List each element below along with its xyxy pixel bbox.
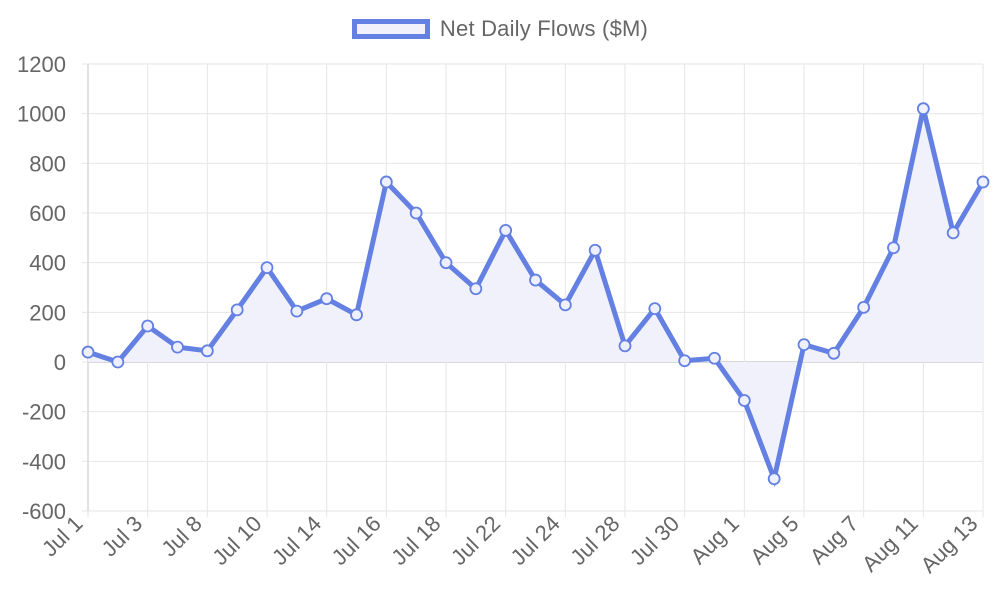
- data-point: [558, 298, 572, 312]
- y-tick-label: 600: [29, 201, 66, 226]
- data-point: [916, 102, 930, 116]
- data-point: [767, 472, 781, 486]
- x-tick-label: Aug 13: [916, 511, 983, 578]
- data-point: [230, 303, 244, 317]
- x-tick-label: Jul 30: [625, 511, 684, 570]
- data-point: [678, 354, 692, 368]
- data-point: [320, 292, 334, 306]
- data-point: [260, 261, 274, 275]
- data-point: [290, 304, 304, 318]
- legend-swatch: [351, 19, 430, 39]
- data-point: [887, 241, 900, 255]
- data-point: [618, 339, 632, 353]
- data-point: [946, 226, 960, 240]
- y-tick-label: -600: [22, 499, 66, 524]
- data-point: [857, 300, 871, 314]
- legend[interactable]: Net Daily Flows ($M): [0, 16, 1000, 42]
- data-point: [797, 338, 811, 352]
- data-point: [976, 175, 990, 189]
- x-tick-label: Aug 7: [805, 511, 863, 569]
- x-tick-label: Jul 24: [506, 511, 565, 570]
- data-point: [439, 256, 453, 270]
- x-tick-label: Jul 10: [207, 511, 266, 570]
- y-tick-label: 1000: [17, 102, 66, 127]
- x-tick-label: Jul 22: [446, 511, 505, 570]
- data-point: [200, 344, 214, 358]
- data-point: [737, 394, 751, 407]
- x-tick-label: Jul 28: [565, 511, 624, 570]
- data-point: [708, 351, 721, 365]
- series-area: [88, 108, 983, 479]
- x-tick-label: Aug 1: [686, 511, 744, 569]
- x-tick-label: Aug 11: [857, 511, 923, 577]
- legend-label: Net Daily Flows ($M): [439, 16, 649, 41]
- data-point: [469, 282, 483, 296]
- data-point: [350, 308, 363, 322]
- data-point: [171, 340, 184, 354]
- x-tick-label: Jul 3: [97, 511, 148, 562]
- data-point: [409, 206, 423, 220]
- data-point: [379, 175, 393, 189]
- x-tick-label: Jul 8: [156, 511, 207, 562]
- data-point: [588, 243, 602, 257]
- data-point: [111, 355, 125, 369]
- y-tick-label: 400: [29, 251, 66, 276]
- data-point: [81, 345, 95, 359]
- data-point: [827, 346, 841, 360]
- y-tick-label: -200: [22, 400, 66, 425]
- x-tick-label: Aug 5: [745, 511, 803, 569]
- data-point: [648, 302, 662, 316]
- data-point: [529, 273, 542, 287]
- y-tick-label: 1200: [17, 52, 66, 77]
- x-tick-label: Jul 16: [327, 511, 386, 570]
- y-tick-label: 800: [29, 151, 66, 176]
- y-tick-label: 0: [54, 350, 66, 375]
- y-tick-label: -400: [22, 449, 66, 474]
- data-point: [141, 319, 155, 333]
- data-point: [499, 223, 513, 237]
- y-tick-label: 200: [29, 300, 66, 325]
- x-tick-label: Jul 14: [267, 511, 326, 570]
- x-tick-label: Jul 18: [386, 511, 445, 570]
